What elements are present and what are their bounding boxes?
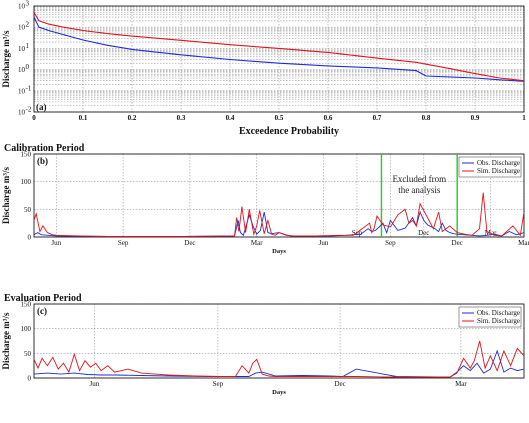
panel-label: (a) bbox=[36, 102, 47, 112]
x-tick-label: Sep bbox=[213, 380, 224, 388]
x-tick-label: Jun bbox=[51, 239, 61, 247]
x-tick-label: Mar bbox=[251, 239, 263, 247]
y-tick-label: 0 bbox=[28, 375, 32, 383]
plot-frame bbox=[33, 153, 525, 238]
y-tick-label: 10 bbox=[18, 45, 26, 53]
excluded-annotation: Excluded from bbox=[392, 174, 446, 184]
x-tick-label: Dec bbox=[184, 239, 195, 247]
x-axis-label: Exceedence Probability bbox=[239, 126, 339, 137]
x-axis-label: Days bbox=[272, 389, 286, 396]
excluded-annotation: the analysis bbox=[398, 185, 441, 195]
y-tick-label: 10 bbox=[18, 3, 26, 11]
legend-entry: Obs. Discharge bbox=[477, 309, 520, 317]
plot-frame bbox=[33, 303, 525, 379]
legend-entry: Sim. Discharge bbox=[477, 317, 520, 325]
x-tick-label: 1 bbox=[522, 114, 526, 122]
legend-entry: Sim. Discharge bbox=[477, 167, 520, 175]
panel-title: Calibration Period bbox=[4, 143, 85, 154]
x-tick-label: Sep bbox=[118, 239, 129, 247]
x-tick-label: 0.4 bbox=[226, 114, 235, 122]
x-tick-label: 0.9 bbox=[471, 114, 480, 122]
x-tick-label: Mar bbox=[518, 239, 529, 247]
x-tick-label: 0.2 bbox=[128, 114, 137, 122]
simulated-duration-curve bbox=[33, 12, 525, 82]
y-tick-exponent: 2 bbox=[26, 21, 30, 29]
y-tick-label: 0 bbox=[28, 234, 32, 242]
y-tick-label: 100 bbox=[21, 325, 32, 333]
x-tick-label: Mar bbox=[455, 380, 467, 388]
simulated-discharge-line bbox=[33, 192, 525, 237]
panel-c: 0 50 100 150 Jun Sep Dec Mar Obs. DischargeSim. … bbox=[1, 293, 525, 396]
panel-title: Evaluation Period bbox=[4, 293, 82, 304]
x-tick-label: Dec bbox=[452, 239, 463, 247]
x-axis-label: Days bbox=[272, 248, 286, 255]
x-tick-label: 0.1 bbox=[79, 114, 88, 122]
legend-entry: Obs. Discharge bbox=[477, 159, 520, 167]
x-tick-label: Sep bbox=[385, 239, 396, 247]
x-tick-label: Dec bbox=[418, 229, 429, 237]
y-tick-label: 10 bbox=[18, 87, 26, 95]
x-tick-label: Jun bbox=[319, 239, 329, 247]
observed-duration-curve bbox=[33, 16, 525, 82]
x-tick-label: Sep bbox=[352, 229, 363, 237]
y-axis-label: Discharge m³/s bbox=[1, 167, 11, 224]
legend-box bbox=[458, 156, 522, 178]
x-tick-label: 0.6 bbox=[324, 114, 333, 122]
y-axis-label: Discharge m³/s bbox=[1, 312, 11, 369]
x-tick-label: 0 bbox=[32, 114, 36, 122]
y-tick-label: 10 bbox=[18, 109, 26, 117]
y-tick-exponent: 3 bbox=[26, 0, 30, 8]
y-tick-label: 100 bbox=[21, 178, 32, 186]
y-tick-label: 50 bbox=[24, 206, 32, 214]
y-axis-label: Discharge m³/s bbox=[1, 30, 11, 87]
x-tick-label: 0.3 bbox=[177, 114, 186, 122]
y-tick-exponent: 0 bbox=[26, 63, 30, 71]
panel-label: (c) bbox=[37, 306, 47, 316]
x-tick-label: 0.8 bbox=[422, 114, 431, 122]
y-tick-exponent: -1 bbox=[26, 84, 32, 92]
y-tick-label: 150 bbox=[21, 151, 32, 159]
y-tick-label: 10 bbox=[18, 66, 26, 74]
panel-label: (b) bbox=[37, 156, 48, 166]
x-tick-label: 0.5 bbox=[275, 114, 284, 122]
legend-box bbox=[458, 306, 522, 328]
x-tick-label: Dec bbox=[334, 380, 345, 388]
y-tick-label: 150 bbox=[21, 301, 32, 309]
plot-frame bbox=[33, 5, 525, 113]
x-tick-label: 0.7 bbox=[373, 114, 382, 122]
x-tick-label: Mar bbox=[485, 229, 497, 237]
observed-discharge-line bbox=[33, 349, 525, 378]
panel-b: 0 50 100 150 Jun Sep Dec Mar Jun Sep Dec Mar Sep Dec M… bbox=[1, 143, 529, 255]
simulated-discharge-line bbox=[33, 340, 525, 378]
y-tick-exponent: -2 bbox=[26, 106, 32, 114]
y-tick-label: 50 bbox=[24, 350, 32, 358]
y-tick-exponent: 1 bbox=[26, 42, 30, 50]
y-tick-label: 10 bbox=[18, 24, 26, 32]
x-tick-label: Jun bbox=[90, 380, 100, 388]
